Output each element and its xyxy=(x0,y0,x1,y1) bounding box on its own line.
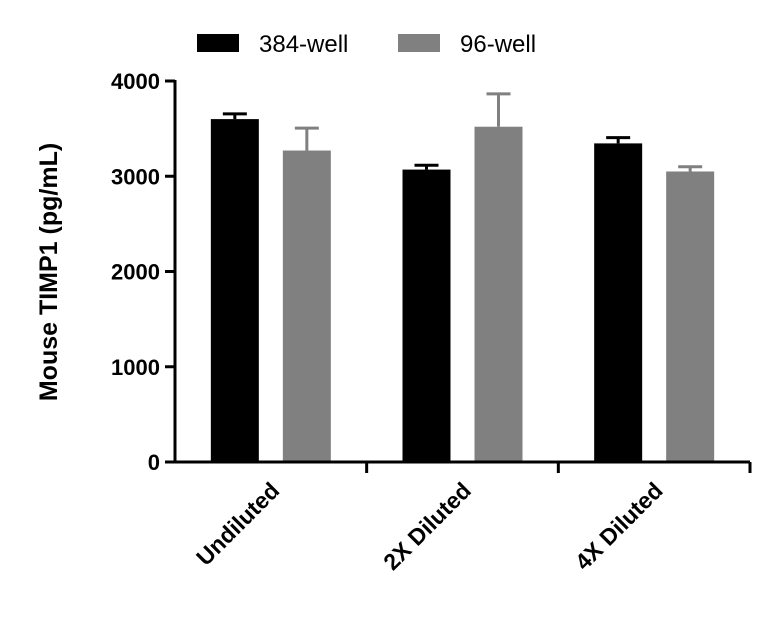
legend-label-384-well: 384-well xyxy=(259,31,348,58)
y-tick-label-0: 0 xyxy=(148,450,160,475)
x-tick-label-undiluted: Undiluted xyxy=(191,477,284,570)
bars-group xyxy=(210,119,715,463)
x-axis: Undiluted 2X Diluted 4X Diluted xyxy=(174,460,752,575)
legend: 384-well 96-well xyxy=(197,31,536,58)
y-tick-label-3000: 3000 xyxy=(111,164,160,189)
y-tick-label-2000: 2000 xyxy=(111,260,160,285)
x-tick-label-2x-diluted: 2X Diluted xyxy=(378,477,476,575)
bar-384-well-2x-diluted xyxy=(402,169,451,462)
error-bars-group xyxy=(222,92,703,172)
legend-swatch-384-well xyxy=(197,34,239,52)
bar-384-well-4x-diluted xyxy=(594,143,643,463)
legend-swatch-96-well xyxy=(398,34,440,52)
bar-96-well-4x-diluted xyxy=(666,171,715,463)
legend-label-96-well: 96-well xyxy=(460,31,536,58)
bar-96-well-undiluted xyxy=(282,150,331,462)
y-axis-title: Mouse TIMP1 (pg/mL) xyxy=(35,143,63,401)
bar-96-well-2x-diluted xyxy=(474,126,523,462)
x-tick-label-4x-diluted: 4X Diluted xyxy=(570,477,668,575)
y-axis: 0 1000 2000 3000 4000 xyxy=(111,69,177,475)
bar-384-well-undiluted xyxy=(210,119,259,462)
y-tick-label-4000: 4000 xyxy=(111,69,160,94)
y-tick-label-1000: 1000 xyxy=(111,355,160,380)
